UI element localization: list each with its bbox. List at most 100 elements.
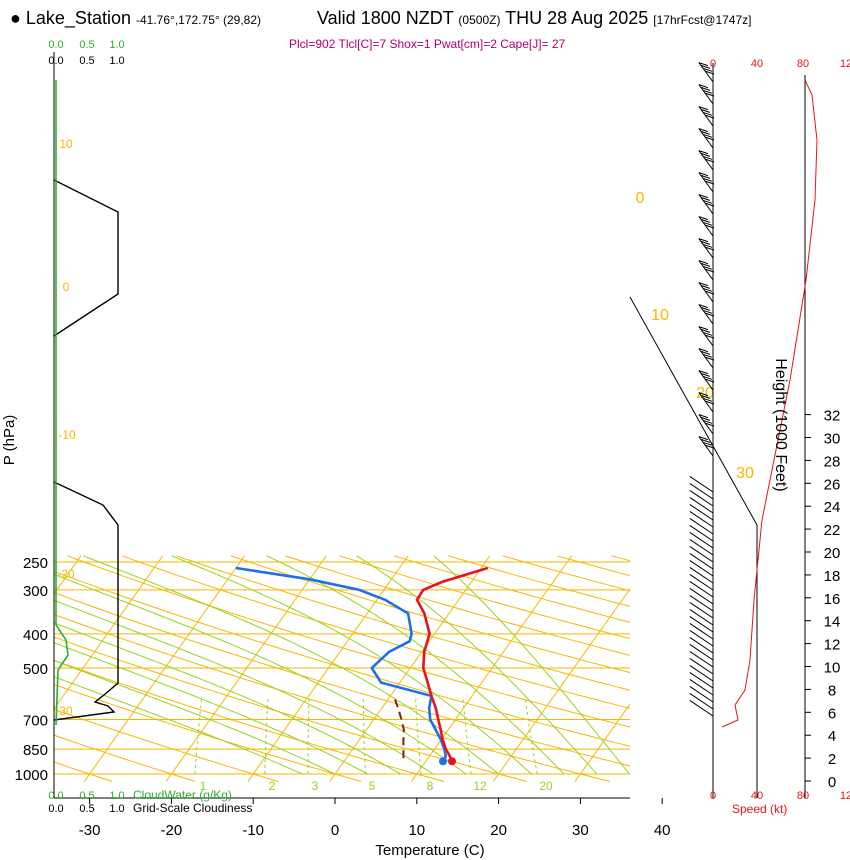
wind-barb-flag (700, 240, 711, 245)
speed-axis-label: Speed (kt) (732, 802, 787, 816)
wind-barb (689, 699, 714, 717)
wind-barb-flag (700, 306, 711, 311)
wind-barb-staff (689, 580, 714, 598)
wind-barb-staff (689, 566, 714, 584)
wind-barb-flag (704, 268, 715, 273)
height-tick-label: 20 (824, 545, 841, 562)
surface-temperature-marker (448, 757, 457, 766)
isotherm-line (83, 555, 245, 782)
dry-adiabat-line (54, 708, 279, 782)
wind-barb-flag (698, 436, 709, 441)
wind-barb-staff (689, 489, 714, 507)
wind-barb (689, 685, 714, 703)
wind-barb-flag (698, 194, 709, 199)
wind-barb (698, 216, 715, 237)
wind-barb (689, 657, 714, 675)
isotherm-line (657, 556, 817, 782)
dry-adiabat-label: 30 (736, 465, 754, 482)
wind-barb-staff (689, 601, 714, 619)
moist-adiabat-line (54, 599, 434, 775)
wind-barb-flag (702, 441, 713, 446)
height-tick-label: 22 (824, 522, 841, 539)
wind-barb (689, 510, 714, 528)
mixing-ratio-line (462, 695, 472, 775)
wind-barb-flag (702, 111, 713, 116)
wind-barb-staff (689, 650, 714, 668)
valid-time: Valid 1800 NZDT (0500Z) THU 28 Aug 2025 … (317, 8, 752, 29)
wind-barb-flag (702, 309, 713, 314)
wind-barb (689, 601, 714, 619)
wind-speed-scale-label: 12 (840, 790, 850, 802)
wind-barb (689, 664, 714, 682)
wind-barb-flag (704, 114, 715, 119)
dry-adiabat-line (67, 555, 630, 728)
dry-adiabat-line (54, 659, 445, 782)
wind-barb-flag (700, 174, 711, 179)
wind-barb (698, 370, 715, 391)
height-tick-label: 8 (828, 682, 836, 699)
mixing-ratio-line (524, 695, 538, 775)
wind-barb (689, 538, 714, 556)
wind-barb-flag (698, 84, 709, 89)
wind-barb (689, 573, 714, 591)
isotherm-line (411, 555, 573, 782)
valid-utc: (0500Z) (458, 13, 501, 27)
isotherm-line (54, 555, 164, 710)
wind-barb-flag (698, 348, 709, 353)
wind-barb-flag (700, 438, 711, 443)
wind-barb (689, 692, 714, 710)
wind-barb-flag (698, 62, 709, 67)
wind-barb (698, 128, 715, 149)
dry-adiabat-line (54, 613, 611, 782)
wind-barb-staff (689, 510, 714, 528)
wind-barb (698, 414, 715, 435)
cloudwater-label: CloudWater (g/Kg) (133, 788, 232, 802)
isotherm-label: 0 (63, 280, 70, 294)
x-tick-label: 40 (654, 822, 671, 839)
wind-barb (698, 194, 715, 215)
wind-speed-scale-label: 12 (840, 58, 850, 70)
wind-barb-staff (689, 615, 714, 633)
wind-barb-flag (700, 372, 711, 377)
cloudwater-scale-label: 1.0 (109, 39, 124, 51)
wind-barb-flag (698, 216, 709, 221)
wind-barb (689, 615, 714, 633)
cloudwater-line (55, 80, 69, 726)
wind-barb-flag (704, 334, 715, 339)
cloudiness-scale-label: 0.5 (79, 55, 94, 67)
wind-barb (689, 496, 714, 514)
wind-barb-flag (704, 136, 715, 141)
wind-speed-scale-label: 0 (710, 790, 716, 802)
wind-barb (689, 475, 714, 493)
height-tick-label: 18 (824, 568, 841, 585)
wind-barb (698, 282, 715, 303)
x-tick-label: 10 (408, 822, 425, 839)
wind-barb (698, 392, 715, 413)
wind-barb-flag (698, 304, 709, 309)
height-axis-label: Height (1000 Feet) (772, 358, 789, 491)
x-tick-label: -10 (242, 822, 264, 839)
wind-barb-staff (689, 622, 714, 640)
cloudiness-label: Grid-Scale Cloudiness (133, 801, 252, 815)
pressure-tick-label: 850 (23, 742, 48, 759)
height-tick-label: 2 (828, 751, 836, 768)
wind-barb (689, 503, 714, 521)
dry-adiabat-label: 10 (651, 307, 669, 324)
pressure-tick-label: 250 (23, 555, 48, 572)
wind-barb-flag (702, 67, 713, 72)
wind-barb (689, 489, 714, 507)
pressure-tick-label: 300 (23, 583, 48, 600)
wind-barb (689, 545, 714, 563)
isotherm-label: -30 (55, 704, 73, 718)
wind-barb (689, 517, 714, 535)
wind-barb-flag (700, 64, 711, 69)
wind-barb-flag (700, 196, 711, 201)
moist-adiabat-line (54, 660, 336, 775)
wind-barb (689, 594, 714, 612)
wind-barb-staff (689, 692, 714, 710)
cloudwater-scale-label: 0.5 (79, 790, 94, 802)
cloudwater-scale-label: 0.5 (79, 39, 94, 51)
cloudiness-scale-label: 0.0 (48, 55, 63, 67)
parcel-path-line (392, 695, 405, 759)
isotherm-label: -10 (58, 428, 76, 442)
